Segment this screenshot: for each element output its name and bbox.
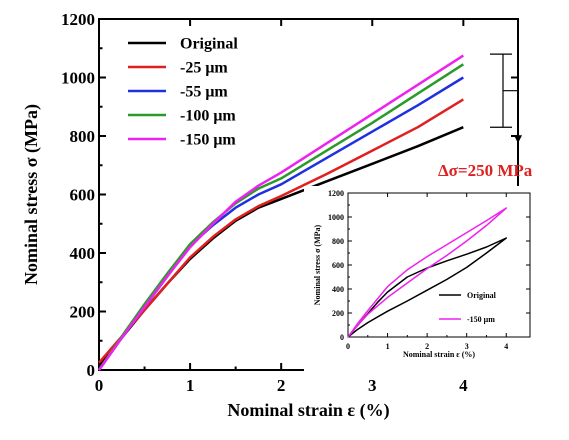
x-axis-title: Nominal strain ε (%) xyxy=(227,400,389,421)
y-tick-label: 1200 xyxy=(61,10,95,29)
y-tick-label: 800 xyxy=(70,127,96,146)
legend-label: -100 μm xyxy=(180,108,236,125)
legend-label: -25 μm xyxy=(180,60,228,77)
inset-y-axis-title: Nominal stress σ (MPa) xyxy=(313,224,322,305)
inset-y-tick-label: 0 xyxy=(340,333,344,342)
series-line xyxy=(97,54,464,371)
series-line xyxy=(98,98,464,364)
legend-label: Original xyxy=(180,36,238,53)
inset-y-tick-label: 1000 xyxy=(328,213,344,222)
inset-y-tick-label: 1200 xyxy=(328,189,344,198)
inset-series-line xyxy=(347,237,508,338)
inset-series-line xyxy=(347,207,508,338)
x-tick-label: 1 xyxy=(186,376,195,395)
inset-x-axis-title: Nominal strain ε (%) xyxy=(403,350,475,359)
inset-background xyxy=(304,186,536,372)
inset-chart: 0 1 2 3 4 0 200 400 600 800 1000 1200 Nominal strain… xyxy=(304,186,536,372)
inset-x-tick-label: 2 xyxy=(425,342,429,351)
x-tick-label: 4 xyxy=(459,376,468,395)
x-tick-label: 2 xyxy=(277,376,286,395)
inset-legend-label: Original xyxy=(467,291,497,300)
legend-label: -150 μm xyxy=(180,132,236,149)
y-tick-label: 200 xyxy=(70,302,96,321)
bracket-arrowhead xyxy=(514,135,522,144)
y-tick-label: 600 xyxy=(70,185,96,204)
stress-difference-annotation: Δσ=250 MPa xyxy=(438,53,533,180)
inset-x-tick-label: 4 xyxy=(504,342,508,351)
y-axis-title: Nominal stress σ (MPa) xyxy=(21,104,42,285)
x-tick-label: 3 xyxy=(368,376,377,395)
x-tick-label: 0 xyxy=(95,376,104,395)
inset-y-tick-label: 400 xyxy=(332,285,344,294)
inset-y-tick-label: 200 xyxy=(332,309,344,318)
y-tick-label: 400 xyxy=(70,244,96,263)
legend-label: -55 μm xyxy=(180,84,228,101)
inset-y-tick-label: 600 xyxy=(332,261,344,270)
inset-legend-label: -150 μm xyxy=(467,315,495,324)
stress-difference-label: Δσ=250 MPa xyxy=(438,161,533,180)
bracket-leader xyxy=(503,90,519,142)
inset-x-tick-label: 3 xyxy=(465,342,469,351)
y-tick-label: 1000 xyxy=(61,68,95,87)
inset-x-tick-label: 0 xyxy=(346,342,350,351)
y-tick-label: 0 xyxy=(87,361,96,380)
inset-y-tick-label: 800 xyxy=(332,237,344,246)
inset-x-tick-label: 1 xyxy=(386,342,390,351)
